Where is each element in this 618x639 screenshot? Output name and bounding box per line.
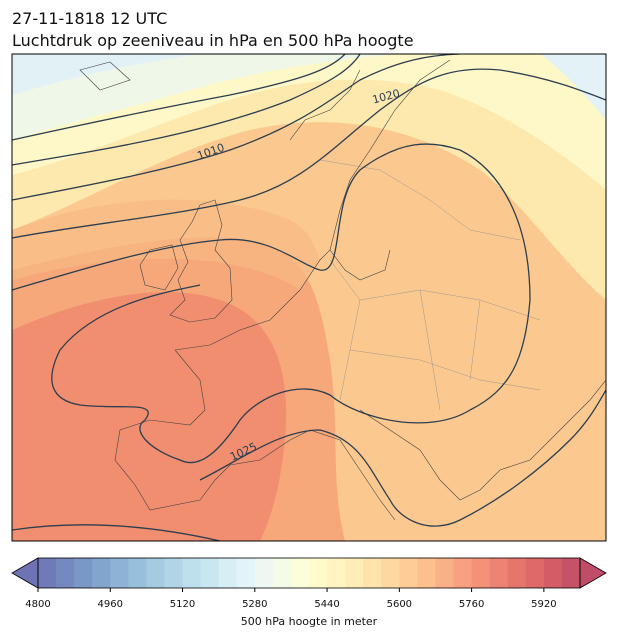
- colorbar-cell: [561, 558, 581, 588]
- map-title: Luchtdruk op zeeniveau in hPa en 500 hPa…: [12, 31, 414, 50]
- colorbar-cell: [254, 558, 274, 588]
- colorbar-cell: [200, 558, 220, 588]
- isobar: [12, 524, 221, 541]
- height-field: [12, 291, 287, 541]
- colorbar-tick-label: 4800: [25, 599, 50, 610]
- colorbar-cell: [110, 558, 129, 588]
- coastline: [114, 59, 606, 521]
- colorbar-extension: [579, 557, 607, 589]
- colorbar-cell: [363, 558, 382, 588]
- colorbar-cell: [381, 558, 400, 588]
- colorbar-cell: [489, 558, 509, 588]
- colorbar-cell: [345, 558, 364, 588]
- country-border: [319, 159, 541, 411]
- colorbar-cell: [417, 558, 436, 588]
- colorbar-label: 500 hPa hoogte in meter: [241, 615, 378, 628]
- height-field: [12, 54, 400, 140]
- colorbar-tick-label: 5440: [314, 599, 339, 610]
- isobar: [199, 389, 606, 527]
- colorbar-cell: [453, 558, 473, 588]
- colorbar-cell: [272, 558, 292, 588]
- colorbar-cell: [164, 558, 184, 588]
- colorbar-extension: [11, 557, 39, 589]
- coastline: [79, 61, 361, 141]
- colorbar-cell: [471, 558, 491, 588]
- colorbar-frame: [37, 557, 581, 589]
- colorbar-tick-label: 5600: [387, 599, 412, 610]
- colorbar-cell: [327, 558, 346, 588]
- isobar: [12, 54, 361, 166]
- colorbar-cell: [399, 558, 418, 588]
- isobar: [12, 68, 606, 239]
- colorbar-cell: [182, 558, 202, 588]
- colorbar-tick-label: 5280: [242, 599, 267, 610]
- colorbar-cell: [290, 558, 310, 588]
- colorbar-cell: [218, 558, 238, 588]
- map-area: [12, 54, 606, 541]
- colorbar-tick-label: 5120: [170, 599, 195, 610]
- height-field: [540, 54, 606, 120]
- map-frame: [11, 53, 607, 542]
- isobar: [12, 143, 531, 464]
- coastline: [169, 199, 233, 323]
- colorbar-cell: [38, 558, 57, 588]
- colorbar: 4800 4960 5120 5280 5440 5600 5760 5920: [11, 557, 607, 610]
- colorbar-cell: [543, 558, 563, 588]
- colorbar-cell: [525, 558, 545, 588]
- colorbar-tick-label: 4960: [98, 599, 123, 610]
- colorbar-cell: [74, 558, 93, 588]
- colorbar-cell: [236, 558, 256, 588]
- height-field: [12, 199, 320, 290]
- colorbar-tick-label: 5920: [531, 599, 556, 610]
- coastline: [139, 244, 179, 291]
- height-field: [12, 54, 200, 95]
- colorbar-cell: [146, 558, 165, 588]
- colorbar-cell: [435, 558, 455, 588]
- colorbar-cell: [507, 558, 527, 588]
- colorbar-cell: [309, 558, 328, 588]
- colorbar-cell: [92, 558, 111, 588]
- isobar: [12, 54, 346, 141]
- isobar: [12, 54, 461, 201]
- colorbar-cell: [128, 558, 147, 588]
- colorbar-cell: [56, 558, 75, 588]
- colorbar-tick-label: 5760: [459, 599, 484, 610]
- date-title: 27-11-1818 12 UTC: [12, 9, 167, 28]
